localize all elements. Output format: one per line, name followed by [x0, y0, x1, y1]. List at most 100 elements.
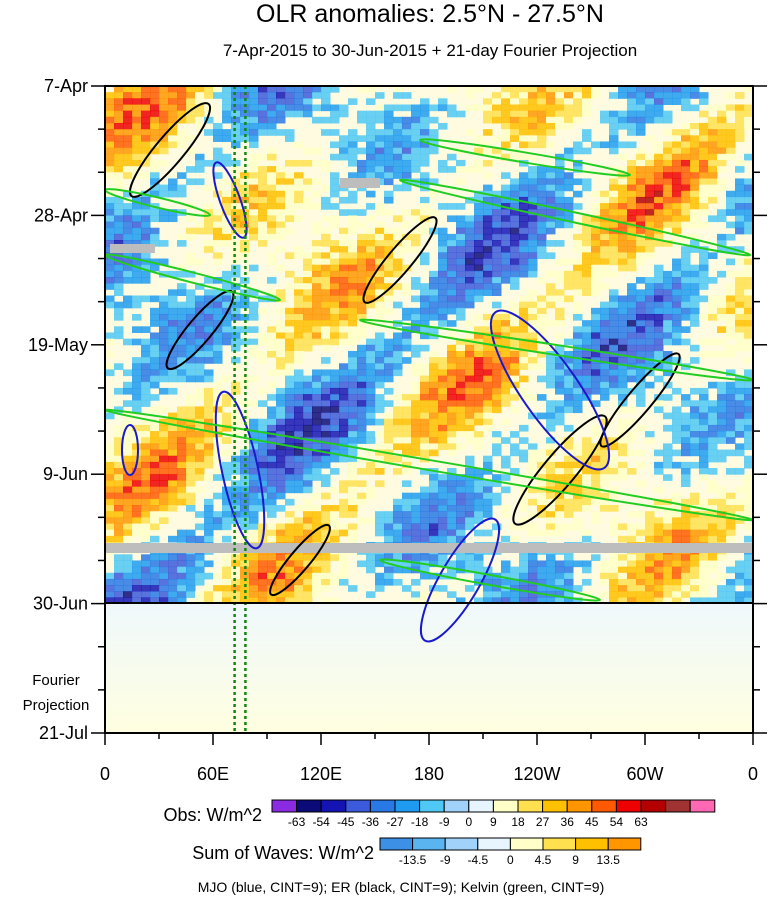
heatmap-cell — [609, 233, 619, 241]
heatmap-cell — [276, 295, 286, 303]
heatmap-cell — [177, 289, 187, 297]
heatmap-cell — [366, 412, 376, 420]
heatmap-cell — [330, 406, 340, 414]
heatmap-cell — [114, 480, 124, 488]
heatmap-cell — [654, 332, 664, 340]
heatmap-cell — [492, 326, 502, 333]
heatmap-cell — [267, 344, 277, 352]
heatmap-cell — [744, 190, 753, 198]
heatmap-cell — [276, 246, 286, 253]
heatmap-cell — [726, 147, 736, 155]
heatmap-cell — [204, 406, 214, 414]
heatmap-cell — [213, 387, 223, 395]
heatmap-cell — [465, 252, 475, 260]
heatmap-cell — [546, 227, 556, 235]
heatmap-cell — [150, 424, 160, 432]
heatmap-cell — [330, 443, 340, 451]
heatmap-cell — [123, 591, 133, 598]
heatmap-cell — [357, 246, 367, 253]
heatmap-cell — [609, 486, 619, 494]
heatmap-cell — [690, 431, 700, 438]
plot-area — [104, 85, 754, 734]
heatmap-cell — [726, 505, 736, 512]
heatmap-cell — [123, 424, 133, 432]
heatmap-cell — [717, 523, 727, 531]
colorbar-cell — [591, 799, 617, 813]
heatmap-cell — [420, 227, 430, 235]
heatmap-cell — [744, 535, 753, 543]
heatmap-cell — [105, 264, 115, 272]
heatmap-cell — [294, 86, 304, 93]
heatmap-cell — [402, 332, 412, 340]
heatmap-cell — [573, 560, 583, 568]
heatmap-cell — [654, 529, 664, 537]
heatmap-cell — [303, 400, 313, 407]
heatmap-cell — [429, 190, 439, 198]
heatmap-cell — [411, 313, 421, 321]
heatmap-cell — [294, 141, 304, 149]
heatmap-cell — [474, 412, 484, 420]
heatmap-cell — [465, 233, 475, 241]
heatmap-cell — [447, 264, 457, 272]
heatmap-cell — [537, 363, 547, 370]
heatmap-cell — [519, 505, 529, 512]
heatmap-cell — [546, 86, 556, 93]
colorbar-cell — [369, 799, 396, 813]
heatmap-cell — [645, 116, 655, 124]
heatmap-cell — [510, 326, 520, 333]
heatmap-cell — [123, 215, 133, 223]
heatmap-cell — [654, 375, 664, 383]
heatmap-cell — [393, 122, 403, 130]
heatmap-cell — [492, 98, 502, 105]
heatmap-cell — [357, 375, 367, 383]
heatmap-cell — [690, 141, 700, 149]
heatmap-cell — [537, 215, 547, 223]
heatmap-cell — [717, 381, 727, 389]
heatmap-cell — [132, 153, 142, 161]
heatmap-cell — [132, 424, 142, 432]
heatmap-cell — [456, 375, 466, 383]
heatmap-cell — [537, 505, 547, 512]
heatmap-cell — [582, 240, 592, 247]
heatmap-cell — [447, 511, 457, 518]
heatmap-cell — [285, 461, 295, 469]
heatmap-cell — [285, 597, 295, 605]
heatmap-cell — [204, 455, 214, 463]
heatmap-cell — [564, 196, 574, 204]
heatmap-cell — [375, 203, 385, 210]
heatmap-cell — [465, 486, 475, 494]
heatmap-cell — [123, 209, 133, 216]
heatmap-cell — [222, 597, 232, 605]
y-tick-label: 30-Jun — [33, 594, 88, 614]
heatmap-cell — [708, 116, 718, 124]
heatmap-cell — [339, 246, 349, 253]
heatmap-cell — [141, 572, 151, 580]
heatmap-cell — [312, 221, 322, 229]
heatmap-cell — [105, 246, 115, 253]
heatmap-cell — [123, 264, 133, 272]
heatmap-cell — [132, 375, 142, 383]
heatmap-cell — [636, 104, 646, 112]
heatmap-cell — [609, 474, 619, 481]
heatmap-cell — [321, 98, 331, 105]
heatmap-cell — [177, 480, 187, 488]
heatmap-cell — [690, 295, 700, 303]
heatmap-cell — [726, 517, 736, 524]
heatmap-cell — [546, 252, 556, 260]
heatmap-cell — [555, 159, 565, 167]
heatmap-cell — [312, 400, 322, 407]
heatmap-cell — [402, 338, 412, 346]
heatmap-cell — [285, 418, 295, 426]
heatmap-cell — [204, 203, 214, 210]
heatmap-cell — [276, 455, 286, 463]
heatmap-cell — [618, 387, 628, 395]
heatmap-cell — [240, 591, 250, 598]
heatmap-cell — [591, 258, 601, 266]
heatmap-cell — [690, 172, 700, 179]
heatmap-cell — [375, 252, 385, 260]
heatmap-cell — [321, 289, 331, 297]
heatmap-cell — [285, 369, 295, 377]
heatmap-cell — [618, 585, 628, 592]
heatmap-cell — [573, 166, 583, 173]
heatmap-cell — [168, 104, 178, 112]
